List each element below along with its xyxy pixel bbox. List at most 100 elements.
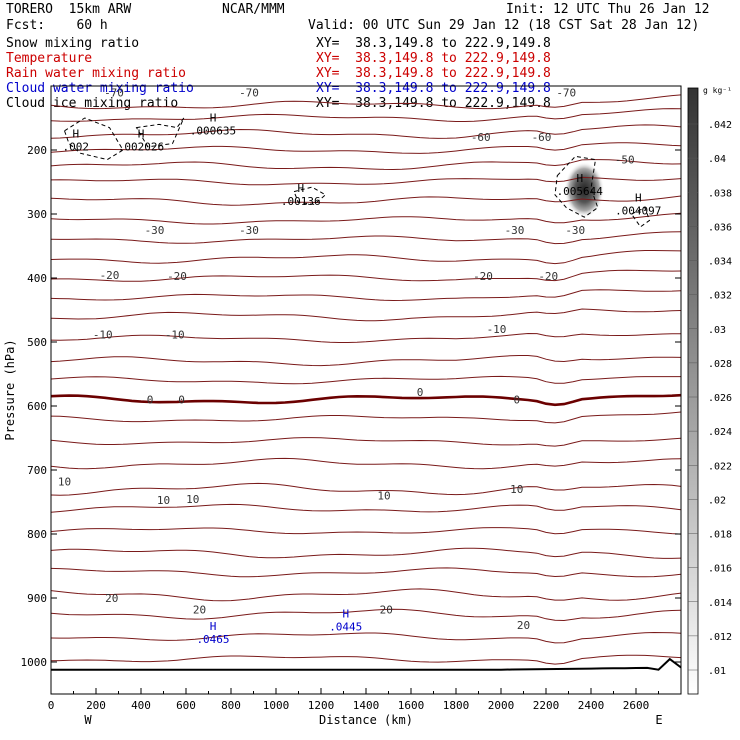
temperature-label: -30 — [565, 224, 585, 237]
temperature-label: -70 — [239, 86, 259, 99]
east-label: E — [655, 713, 662, 727]
colorbar-tick-label: .026 — [708, 393, 732, 404]
field-xy-cloud-water: XY= 38.3,149.8 to 222.9,149.8 — [316, 81, 551, 96]
colorbar-tick-label: .04 — [708, 154, 726, 165]
y-tick-label: 1000 — [21, 656, 48, 669]
snow-shading — [564, 161, 605, 218]
x-tick-label: 600 — [176, 699, 196, 712]
temperature-label: -10 — [165, 328, 185, 341]
temperature-label: 10 — [157, 494, 170, 507]
ice-mixing-contour — [63, 117, 124, 161]
maximum-value: .004097 — [615, 204, 661, 217]
colorbar-tick-label: .042 — [708, 120, 732, 131]
maximum-value: .000635 — [190, 124, 236, 137]
x-tick-label: 1400 — [353, 699, 380, 712]
temperature-contour — [51, 332, 681, 343]
temperature-label: -30 — [239, 224, 259, 237]
y-tick-label: 800 — [27, 528, 47, 541]
temperature-contour — [51, 289, 681, 302]
maximum-marker: H — [635, 191, 642, 204]
temperature-contour — [51, 567, 681, 578]
organization-label: NCAR/MMM — [222, 2, 285, 17]
temperature-label: 10 — [377, 490, 390, 503]
x-axis-label: Distance (km) — [319, 713, 413, 727]
temperature-contour — [51, 654, 681, 665]
temperature-contour — [51, 142, 681, 154]
maximum-marker: H — [138, 127, 145, 140]
maximum-value: .0445 — [329, 620, 362, 633]
temperature-label: 20 — [380, 604, 393, 617]
colorbar-tick-label: .03 — [708, 325, 726, 336]
colorbar-tick-label: .02 — [708, 495, 726, 506]
temperature-label: -50 — [615, 154, 635, 167]
maximum-marker: H — [72, 127, 79, 140]
temperature-contour — [51, 124, 681, 139]
y-tick-label: 600 — [27, 400, 47, 413]
temperature-label: 0 — [417, 386, 424, 399]
temperature-contour — [51, 176, 681, 186]
temperature-contour — [51, 212, 681, 225]
x-tick-label: 1800 — [443, 699, 470, 712]
y-axis-label: Pressure (hPa) — [3, 339, 17, 440]
colorbar-unit: g kg⁻¹ — [703, 86, 732, 95]
field-name-cloud-water: Cloud water mixing ratio — [6, 81, 194, 96]
maximum-marker: H — [576, 172, 583, 185]
init-time: Init: 12 UTC Thu 26 Jan 12 — [506, 2, 710, 17]
y-tick-label: 200 — [27, 144, 47, 157]
maximum-value: .002 — [63, 140, 90, 153]
temperature-contour — [51, 411, 681, 424]
x-tick-label: 1600 — [398, 699, 425, 712]
temperature-label: 0 — [147, 394, 154, 407]
temperature-label: -60 — [532, 131, 552, 144]
colorbar-tick-label: .022 — [708, 461, 732, 472]
temperature-label: 10 — [58, 476, 71, 489]
temperature-contour — [51, 94, 681, 110]
temperature-label: -10 — [487, 323, 507, 336]
temperature-label: -20 — [538, 270, 558, 283]
colorbar-tick-label: .034 — [708, 257, 732, 268]
temperature-label: -10 — [93, 328, 113, 341]
y-tick-label: 300 — [27, 208, 47, 221]
ice-mixing-contour — [293, 186, 327, 205]
colorbar — [687, 87, 699, 695]
x-tick-label: 2600 — [623, 699, 650, 712]
temperature-label: 20 — [517, 619, 530, 632]
x-tick-label: 200 — [86, 699, 106, 712]
maximum-value: .00136 — [281, 195, 321, 208]
temperature-contour — [51, 547, 681, 559]
maximum-value: .002026 — [118, 140, 164, 153]
temperature-contour — [51, 231, 681, 245]
field-xy-cloud-ice: XY= 38.3,149.8 to 222.9,149.8 — [316, 96, 551, 111]
temperature-label: -70 — [556, 86, 576, 99]
x-tick-label: 800 — [221, 699, 241, 712]
field-name-rain: Rain water mixing ratio — [6, 66, 187, 81]
colorbar-tick-label: .038 — [708, 188, 732, 199]
temperature-contour — [51, 375, 681, 385]
temperature-contour — [51, 457, 681, 470]
temperature-label: -20 — [473, 270, 493, 283]
field-xy-rain: XY= 38.3,149.8 to 222.9,149.8 — [316, 66, 551, 81]
colorbar-tick-label: .028 — [708, 359, 732, 370]
temperature-contour — [51, 108, 681, 122]
field-xy-snow: XY= 38.3,149.8 to 222.9,149.8 — [316, 36, 551, 51]
temperature-contour — [51, 588, 681, 602]
y-tick-label: 700 — [27, 464, 47, 477]
colorbar-tick-label: .032 — [708, 291, 732, 302]
temperature-label: 10 — [186, 493, 199, 506]
x-tick-label: 2000 — [488, 699, 515, 712]
colorbar-tick-label: .016 — [708, 564, 732, 575]
temperature-label: -60 — [471, 131, 491, 144]
forecast-hour: Fcst: 60 h — [6, 18, 108, 33]
x-tick-label: 1200 — [308, 699, 335, 712]
temperature-contour — [51, 482, 681, 496]
temperature-label: 0 — [513, 394, 520, 407]
colorbar-tick-label: .01 — [708, 666, 726, 677]
temperature-label: 20 — [105, 592, 118, 605]
x-tick-label: 2400 — [578, 699, 605, 712]
maximum-value: .0465 — [196, 633, 229, 646]
temperature-contour — [51, 608, 681, 622]
temperature-contour — [51, 250, 681, 265]
temperature-label: 10 — [510, 483, 523, 496]
temperature-label: -30 — [145, 224, 165, 237]
